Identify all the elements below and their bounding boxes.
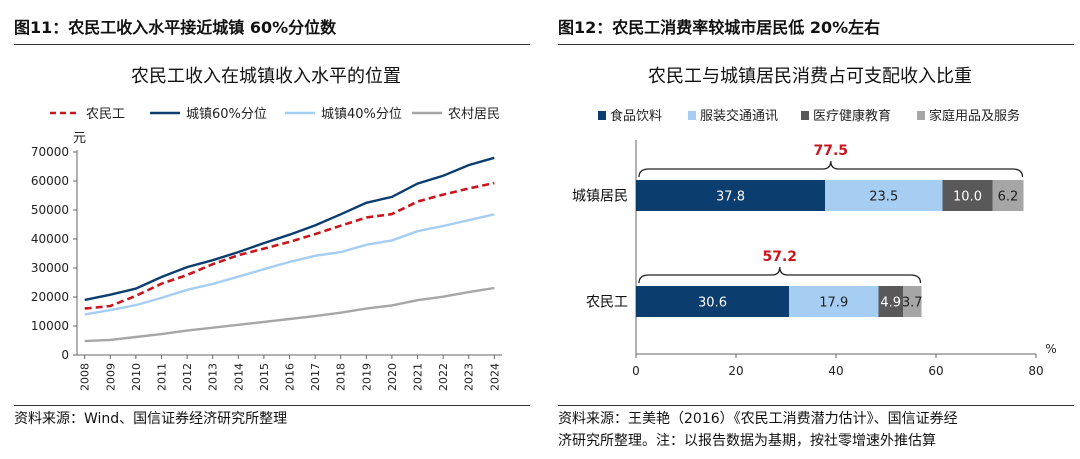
x-tick-label: 2022 (437, 363, 450, 391)
legend-label: 城镇60%分位 (186, 107, 267, 122)
y-tick-label: 50000 (31, 203, 69, 217)
legend-label: 家庭用品及服务 (929, 108, 1020, 124)
x-tick-label: 2018 (335, 363, 348, 391)
bar-segment (825, 180, 943, 211)
legend-label: 食品饮料 (610, 108, 662, 124)
x-tick-label: 2017 (309, 363, 322, 391)
x-tick-label: 2019 (360, 363, 373, 391)
bar-value-label: 10.0 (953, 190, 982, 205)
y-tick-label: 40000 (31, 232, 69, 246)
x-tick-label: 2023 (463, 363, 476, 391)
chart-title-bar: 农民工与城镇居民消费占可支配收入比重 (648, 66, 972, 87)
x-axis-unit: % (1045, 342, 1056, 356)
title-divider-right (558, 44, 1074, 45)
y-tick-label: 20000 (31, 290, 69, 304)
bar-segment (789, 286, 879, 317)
figure-title-left: 图11：农民工收入水平接近城镇 60%分位数 (14, 18, 337, 37)
bar-value-label: 37.8 (716, 190, 745, 205)
total-label: 77.5 (813, 143, 848, 159)
bar-value-label: 30.6 (698, 296, 727, 311)
bar-value-label: 3.7 (902, 296, 923, 311)
bar-segment (878, 286, 903, 317)
total-label: 57.2 (762, 249, 797, 265)
legend-swatch (801, 111, 809, 120)
y-tick-label: 10000 (31, 319, 69, 333)
total-brace (638, 266, 922, 284)
legend-item-bar-3: 家庭用品及服务 (917, 108, 1020, 124)
y-tick-label: 70000 (31, 145, 69, 159)
x-tick-label: 2015 (258, 363, 271, 391)
source-note-right-line2: 济研究所整理。注：以报告数据为基期，按社零增速外推估算 (558, 433, 936, 449)
series-line-2 (84, 213, 495, 316)
bar-segment (992, 180, 1024, 211)
bar-segment (903, 286, 922, 317)
x-tick-label: 2014 (232, 363, 245, 391)
legend-item-bar-1: 服装交通通讯 (688, 108, 778, 124)
left-figure-panel: 图11：农民工收入水平接近城镇 60%分位数 农民工收入在城镇收入水平的位置 农民… (0, 0, 530, 459)
x-tick-label: 2012 (181, 363, 194, 391)
source-divider-left (14, 405, 530, 406)
y-tick-label: 60000 (31, 174, 69, 188)
bar-value-label: 6.2 (998, 190, 1019, 205)
legend-item-bar-0: 食品饮料 (598, 108, 662, 124)
legend-item-line-2: 城镇40%分位 (285, 107, 402, 122)
x-tick-label: 20 (728, 364, 743, 378)
x-tick-label: 80 (1028, 364, 1043, 378)
legend-item-line-0: 农民工 (50, 107, 125, 122)
bar-segment (942, 180, 993, 211)
x-tick-label: 2024 (488, 363, 501, 391)
x-tick-label: 2016 (284, 363, 297, 391)
legend-label: 服装交通通讯 (700, 108, 778, 124)
bar-value-label: 4.9 (880, 296, 901, 311)
figure-title-right: 图12：农民工消费率较城市居民低 20%左右 (558, 18, 881, 37)
bar-segment (636, 180, 825, 211)
x-tick-label: 0 (632, 364, 640, 378)
total-brace (638, 160, 1024, 178)
legend-swatch (688, 111, 696, 120)
legend-swatch (917, 111, 925, 120)
source-note-right-line1: 资料来源：王美艳（2016）《农民工消费潜力估计》、国信证券经 (558, 411, 958, 427)
legend-item-bar-2: 医疗健康教育 (801, 108, 891, 124)
legend-item-line-3: 农村居民 (412, 107, 500, 122)
legend-label: 农民工 (86, 107, 125, 122)
legend-label: 农村居民 (448, 107, 500, 122)
source-note-left: 资料来源：Wind、国信证券经济研究所整理 (14, 411, 288, 427)
source-divider-right (558, 405, 1074, 406)
chart-title-line: 农民工收入在城镇收入水平的位置 (131, 66, 401, 87)
y-tick-label: 30000 (31, 261, 69, 275)
title-divider-left (14, 44, 530, 45)
legend-label: 医疗健康教育 (813, 108, 891, 124)
x-tick-label: 2010 (130, 363, 143, 391)
x-tick-label: 2008 (79, 363, 92, 391)
x-tick-label: 2020 (386, 363, 399, 391)
legend-item-line-1: 城镇60%分位 (150, 107, 267, 122)
x-tick-label: 2011 (155, 363, 168, 391)
series-line-0 (84, 181, 495, 310)
y-tick-label: 0 (61, 348, 69, 362)
y-axis-unit: 元 (73, 131, 86, 146)
legend-label: 城镇40%分位 (321, 107, 402, 122)
series-line-3 (84, 286, 495, 343)
x-tick-label: 2013 (207, 363, 220, 391)
x-tick-label: 60 (928, 364, 943, 378)
x-tick-label: 2021 (412, 363, 425, 391)
category-label: 城镇居民 (572, 189, 628, 205)
x-tick-label: 40 (828, 364, 843, 378)
legend-swatch (598, 111, 606, 120)
bar-value-label: 23.5 (869, 190, 898, 205)
bar-segment (636, 286, 789, 317)
bar-value-label: 17.9 (819, 296, 848, 311)
x-tick-label: 2009 (104, 363, 117, 391)
right-figure-panel: 图12：农民工消费率较城市居民低 20%左右 农民工与城镇居民消费占可支配收入比… (548, 0, 1080, 459)
category-label: 农民工 (586, 295, 628, 311)
series-line-1 (84, 156, 495, 302)
